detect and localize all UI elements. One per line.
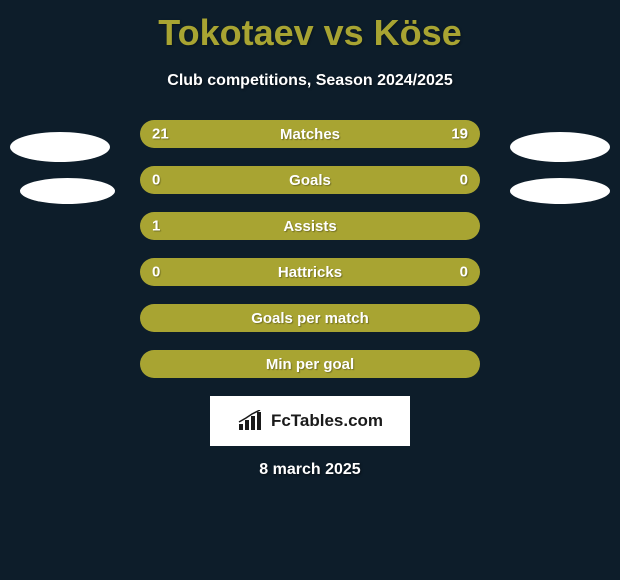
- stat-label: Goals: [289, 172, 331, 189]
- stat-bar: 0 Hattricks 0: [140, 258, 480, 286]
- player-shape-right-2: [510, 178, 610, 204]
- stat-value-left: 0: [152, 264, 160, 281]
- stat-bar: 1 Assists: [140, 212, 480, 240]
- stat-row-gpm: Goals per match: [140, 304, 480, 332]
- stat-label: Assists: [283, 218, 336, 235]
- player-shape-left-2: [20, 178, 115, 204]
- page-title: Tokotaev vs Köse: [0, 0, 620, 54]
- stat-value-right: 0: [460, 172, 468, 189]
- brand-text: FcTables.com: [271, 411, 383, 431]
- stat-bar: Min per goal: [140, 350, 480, 378]
- player-shape-right-1: [510, 132, 610, 162]
- stat-value-left: 1: [152, 218, 160, 235]
- stat-row-assists: 1 Assists: [140, 212, 480, 240]
- stat-label: Goals per match: [251, 310, 369, 327]
- stat-row-matches: 21 Matches 19: [140, 120, 480, 148]
- chart-bars-icon: [237, 410, 265, 432]
- stat-value-right: 0: [460, 264, 468, 281]
- stat-label: Hattricks: [278, 264, 342, 281]
- stat-row-goals: 0 Goals 0: [140, 166, 480, 194]
- player-shape-left-1: [10, 132, 110, 162]
- footer-date: 8 march 2025: [0, 461, 620, 479]
- stat-row-mpg: Min per goal: [140, 350, 480, 378]
- stat-row-hattricks: 0 Hattricks 0: [140, 258, 480, 286]
- stats-container: 21 Matches 19 0 Goals 0 1 Assists 0 Hatt…: [0, 120, 620, 378]
- page-subtitle: Club competitions, Season 2024/2025: [0, 72, 620, 90]
- brand-badge: FcTables.com: [210, 396, 410, 446]
- stat-value-right: 19: [451, 126, 468, 143]
- stat-bar: 21 Matches 19: [140, 120, 480, 148]
- stat-bar: 0 Goals 0: [140, 166, 480, 194]
- stat-value-left: 21: [152, 126, 169, 143]
- stat-bar: Goals per match: [140, 304, 480, 332]
- stat-label: Matches: [280, 126, 340, 143]
- stat-label: Min per goal: [266, 356, 354, 373]
- stat-value-left: 0: [152, 172, 160, 189]
